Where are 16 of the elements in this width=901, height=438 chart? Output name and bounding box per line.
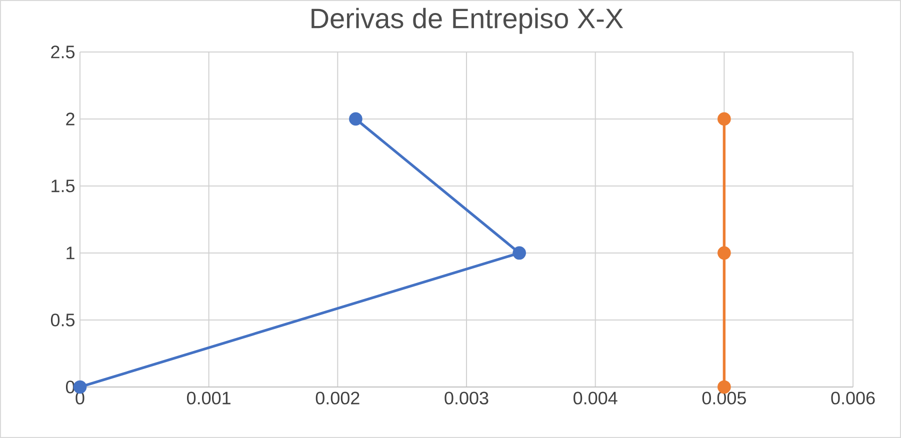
y-tick-label: 1: [66, 246, 74, 260]
x-tick-label: 0.001: [187, 392, 230, 404]
x-tick-label: 0.002: [316, 392, 360, 404]
y-tick-label: 2: [66, 112, 74, 126]
chart-title: Derivas de Entrepiso X-X: [312, 8, 624, 34]
point: [349, 112, 362, 126]
x-tick-label: 0.005: [702, 392, 746, 404]
y-tick-label: 2.5: [51, 46, 75, 58]
y-tick-label: 0.5: [50, 314, 75, 326]
point: [718, 246, 731, 260]
x-tick-label: 0.006: [831, 392, 875, 404]
x-tick-label: 0.004: [574, 392, 618, 404]
point: [512, 246, 526, 260]
point: [718, 112, 731, 126]
y-tick-label: 1.5: [52, 180, 75, 192]
x-tick-label: 0.003: [444, 392, 488, 404]
